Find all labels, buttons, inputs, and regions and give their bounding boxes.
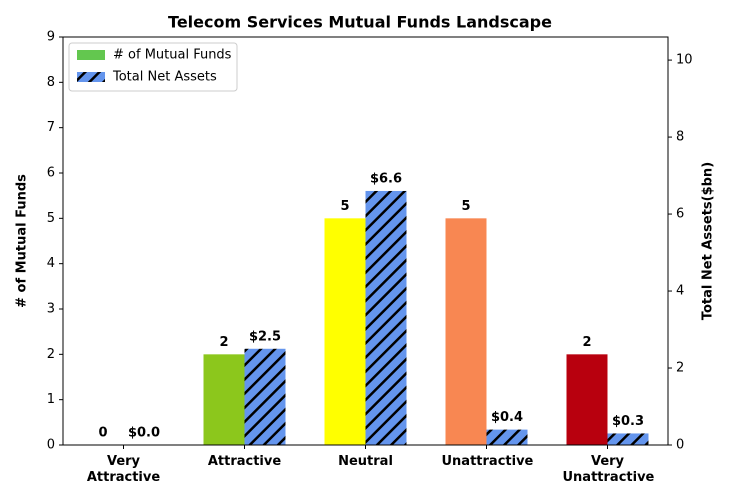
- legend-box: [68, 42, 238, 92]
- bar: [365, 190, 407, 445]
- bar: [486, 429, 528, 445]
- x-tick-label: Unattractive: [441, 454, 534, 469]
- y2-tick-label: 0: [676, 438, 684, 453]
- y-axis-label: # of Mutual Funds: [15, 174, 30, 308]
- y-tick-label: 8: [47, 75, 55, 90]
- y-tick-label: 1: [47, 392, 55, 407]
- x-tick-label: Attractive: [207, 454, 282, 469]
- value-label: 0: [98, 426, 107, 441]
- bar: [566, 354, 608, 445]
- y2-tick-label: 4: [676, 284, 684, 299]
- y-tick-label: 9: [47, 30, 55, 45]
- y2-tick-label: 8: [676, 130, 684, 145]
- y2-axis-label: Total Net Assets($bn): [701, 162, 716, 320]
- value-label: 5: [340, 199, 349, 214]
- y2-tick-label: 10: [676, 53, 693, 68]
- bar: [445, 218, 487, 445]
- y-tick-label: 4: [47, 256, 55, 271]
- plot-frame: [62, 36, 669, 446]
- y-tick-label: 5: [47, 211, 55, 226]
- bar: [244, 348, 286, 445]
- value-label: $2.5: [249, 329, 281, 344]
- value-label: $0.3: [612, 414, 644, 429]
- y-tick-label: 0: [47, 438, 55, 453]
- y-tick-label: 3: [47, 302, 55, 317]
- value-label: $6.6: [370, 171, 402, 186]
- legend-label: # of Mutual Funds: [113, 48, 232, 63]
- y2-tick-label: 2: [676, 361, 684, 376]
- x-tick-label: Very Attractive: [86, 454, 161, 485]
- value-label: 2: [219, 335, 228, 350]
- value-label: 2: [582, 335, 591, 350]
- legend-label: Total Net Assets: [112, 70, 217, 85]
- chart-title: Telecom Services Mutual Funds Landscape: [168, 13, 552, 32]
- value-label: 5: [461, 199, 470, 214]
- bar: [324, 218, 366, 445]
- bar: [607, 433, 649, 445]
- y-tick-label: 6: [47, 166, 55, 181]
- x-tick-label: Very Unattractive: [562, 454, 655, 485]
- legend-swatch: [77, 50, 105, 60]
- y-tick-label: 7: [47, 120, 55, 135]
- x-tick-label: Neutral: [338, 454, 393, 469]
- y2-tick-label: 6: [676, 207, 684, 222]
- y-tick-label: 2: [47, 347, 55, 362]
- legend: # of Mutual Funds Total Net Assets: [68, 42, 238, 92]
- legend-swatch: [77, 72, 105, 82]
- bar: [203, 354, 245, 445]
- value-label: $0.4: [491, 410, 523, 425]
- value-label: $0.0: [128, 426, 160, 441]
